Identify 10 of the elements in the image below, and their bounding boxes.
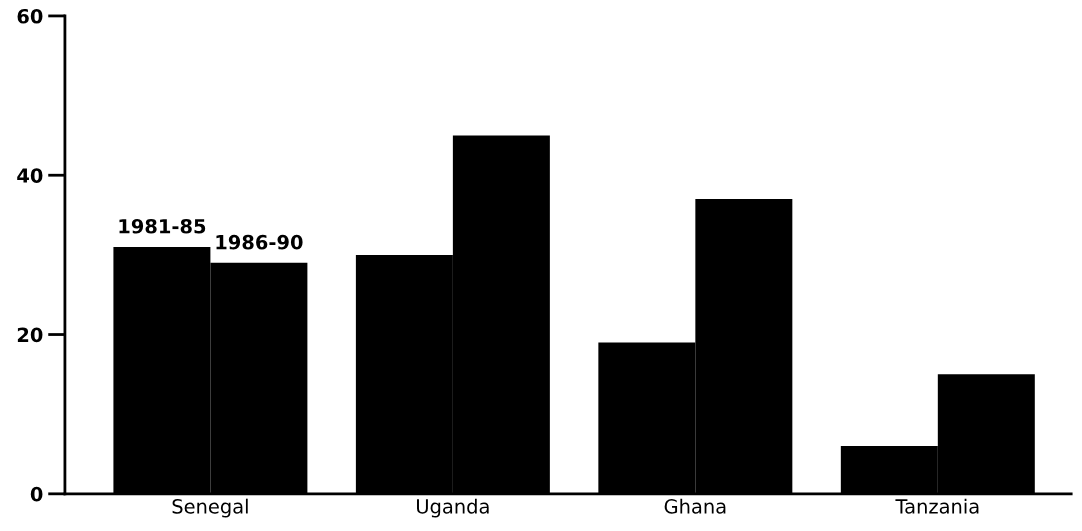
series-label: 1986-90 xyxy=(216,234,303,250)
x-tick-label: Uganda xyxy=(417,498,489,518)
y-tick-label: 40 xyxy=(17,168,43,183)
x-tick-label: Senegal xyxy=(172,498,248,518)
series-label: 1981-85 xyxy=(119,218,206,234)
y-tick-label: 20 xyxy=(17,327,43,343)
x-tick-label: Tanzania xyxy=(895,498,979,514)
y-tick-label: 60 xyxy=(17,8,43,24)
y-tick-label: 0 xyxy=(30,486,43,502)
x-tick-label: Ghana xyxy=(664,498,726,514)
